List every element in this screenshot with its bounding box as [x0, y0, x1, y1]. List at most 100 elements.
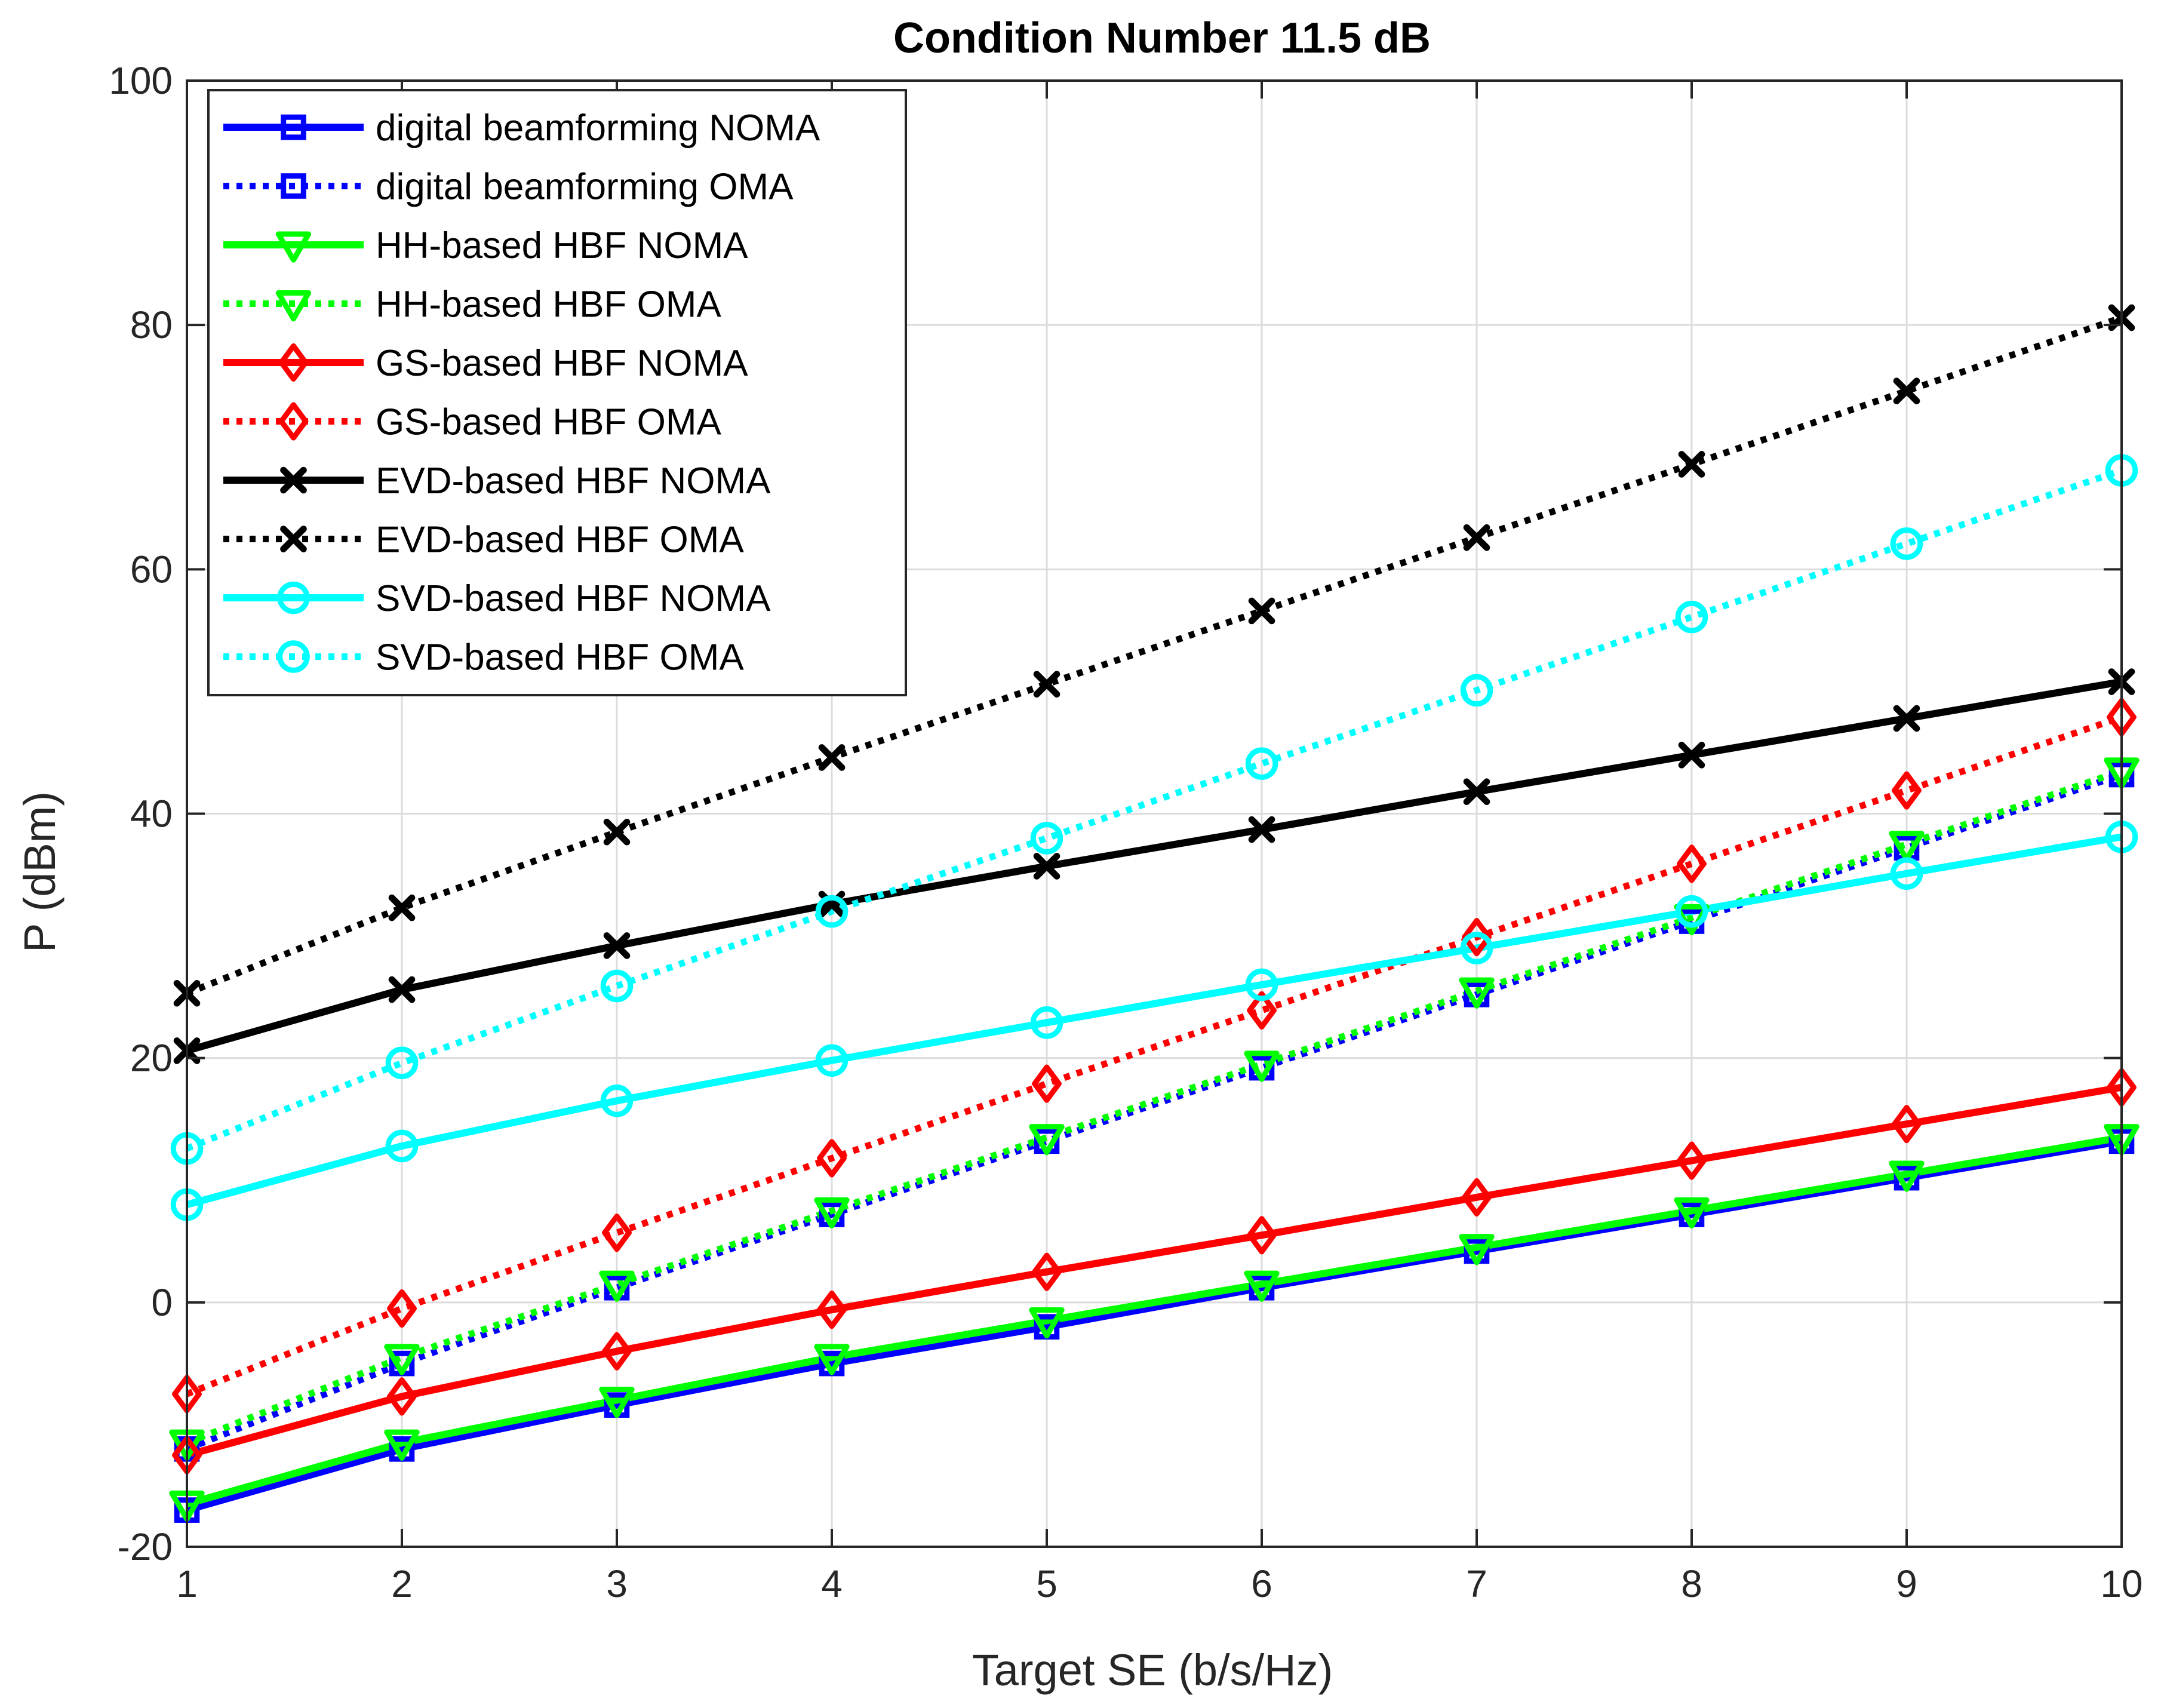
y-tick-label: 40	[130, 792, 173, 835]
legend-marker-7	[280, 526, 307, 552]
legend-marker-2	[275, 231, 312, 263]
legend-label-6: EVD-based HBF NOMA	[376, 460, 771, 502]
data-point-7	[818, 744, 846, 771]
data-point-9	[1030, 822, 1063, 855]
data-point-4	[1892, 1105, 1922, 1144]
data-point-2	[1029, 1307, 1065, 1339]
data-point-5	[1032, 1064, 1062, 1103]
data-point-2	[814, 1344, 850, 1375]
data-point-5	[1677, 844, 1707, 883]
x-tick-label: 3	[606, 1562, 628, 1605]
x-tick-label: 7	[1466, 1562, 1487, 1605]
data-point-9	[385, 1046, 419, 1080]
data-point-2	[1889, 1160, 1925, 1192]
data-point-7	[388, 894, 416, 921]
data-point-6	[1463, 778, 1490, 805]
legend-label-8: SVD-based HBF NOMA	[376, 578, 771, 619]
series-line-3	[185, 767, 2123, 1446]
data-point-7	[1248, 597, 1275, 625]
x-tick-label: 8	[1681, 1562, 1702, 1605]
data-point-3	[384, 1344, 420, 1375]
legend-label-7: EVD-based HBF OMA	[376, 520, 744, 561]
legend-marker-5	[278, 402, 309, 441]
chart-title: Condition Number 11.5 dB	[893, 14, 1431, 62]
data-point-6	[1033, 853, 1060, 880]
series-line-0	[186, 1137, 2123, 1514]
legend-label-3: HH-based HBF OMA	[376, 284, 721, 325]
data-point-8	[385, 1129, 419, 1163]
data-point-7	[603, 818, 631, 846]
data-point-5	[817, 1139, 847, 1178]
data-point-4	[1462, 1178, 1492, 1217]
data-point-2	[1674, 1197, 1710, 1229]
x-tick-label: 9	[1896, 1562, 1917, 1605]
data-point-5	[387, 1289, 417, 1328]
series-line-5	[185, 714, 2123, 1397]
data-point-4	[817, 1291, 847, 1329]
y-axis-label: P (dBm)	[15, 791, 64, 953]
data-point-9	[600, 969, 634, 1003]
data-point-4	[387, 1377, 417, 1416]
legend-label-5: GS-based HBF OMA	[376, 402, 721, 443]
data-point-2	[1244, 1270, 1280, 1302]
data-point-8	[1675, 895, 1708, 928]
y-tick-label: 0	[151, 1281, 173, 1324]
x-tick-label: 5	[1036, 1562, 1058, 1605]
series-line-4	[186, 1083, 2123, 1459]
data-point-5	[602, 1214, 632, 1252]
legend-label-1: digital beamforming OMA	[376, 167, 794, 208]
legend-label-2: HH-based HBF NOMA	[376, 225, 748, 266]
data-point-4	[1677, 1141, 1707, 1180]
legend-label-4: GS-based HBF NOMA	[376, 343, 748, 384]
data-point-8	[1245, 968, 1278, 1002]
series-line-7	[185, 314, 2123, 997]
data-point-6	[603, 932, 631, 959]
series-line-8	[186, 833, 2123, 1208]
data-point-7	[1033, 671, 1060, 698]
series-line-9	[185, 467, 2123, 1152]
data-point-9	[1460, 674, 1493, 707]
legend-marker-1	[281, 173, 306, 199]
series-line-1	[185, 771, 2123, 1452]
data-point-4	[602, 1332, 632, 1371]
series-line-6	[186, 678, 2123, 1055]
data-point-5	[1462, 918, 1492, 957]
data-point-3	[1889, 831, 1925, 862]
data-point-3	[599, 1270, 635, 1302]
data-point-2	[599, 1387, 635, 1418]
data-point-3	[814, 1197, 850, 1229]
y-tick-label: 100	[109, 59, 173, 102]
x-axis-label: Target SE (b/s/Hz)	[972, 1645, 1333, 1695]
legend-marker-4	[278, 343, 309, 382]
data-point-5	[1247, 991, 1277, 1030]
x-tick-label: 10	[2100, 1562, 2142, 1605]
legend-marker-3	[275, 290, 312, 322]
legend-label-0: digital beamforming NOMA	[376, 107, 820, 149]
legend-marker-6	[280, 466, 307, 494]
data-point-9	[1890, 527, 1923, 560]
legend: digital beamforming NOMA digital beamform…	[207, 89, 907, 696]
data-point-4	[1247, 1216, 1277, 1255]
data-point-3	[1244, 1050, 1280, 1082]
x-tick-label: 2	[391, 1562, 413, 1605]
x-tick-label: 6	[1251, 1562, 1272, 1605]
legend-marker-0	[281, 114, 306, 140]
data-point-6	[1678, 742, 1705, 769]
data-point-6	[388, 976, 416, 1003]
y-tick-label: 60	[130, 548, 173, 591]
data-point-4	[1032, 1252, 1062, 1291]
legend-marker-8	[277, 581, 310, 615]
data-point-7	[1893, 377, 1920, 404]
data-point-8	[815, 1044, 849, 1077]
data-point-9	[1245, 747, 1278, 780]
data-point-8	[1030, 1006, 1063, 1039]
data-point-9	[815, 895, 849, 928]
data-point-6	[1248, 816, 1275, 843]
data-point-9	[1675, 600, 1708, 634]
y-tick-label: 80	[130, 303, 173, 346]
legend-marker-9	[277, 640, 310, 673]
data-point-8	[600, 1084, 634, 1117]
data-point-8	[1890, 857, 1923, 890]
